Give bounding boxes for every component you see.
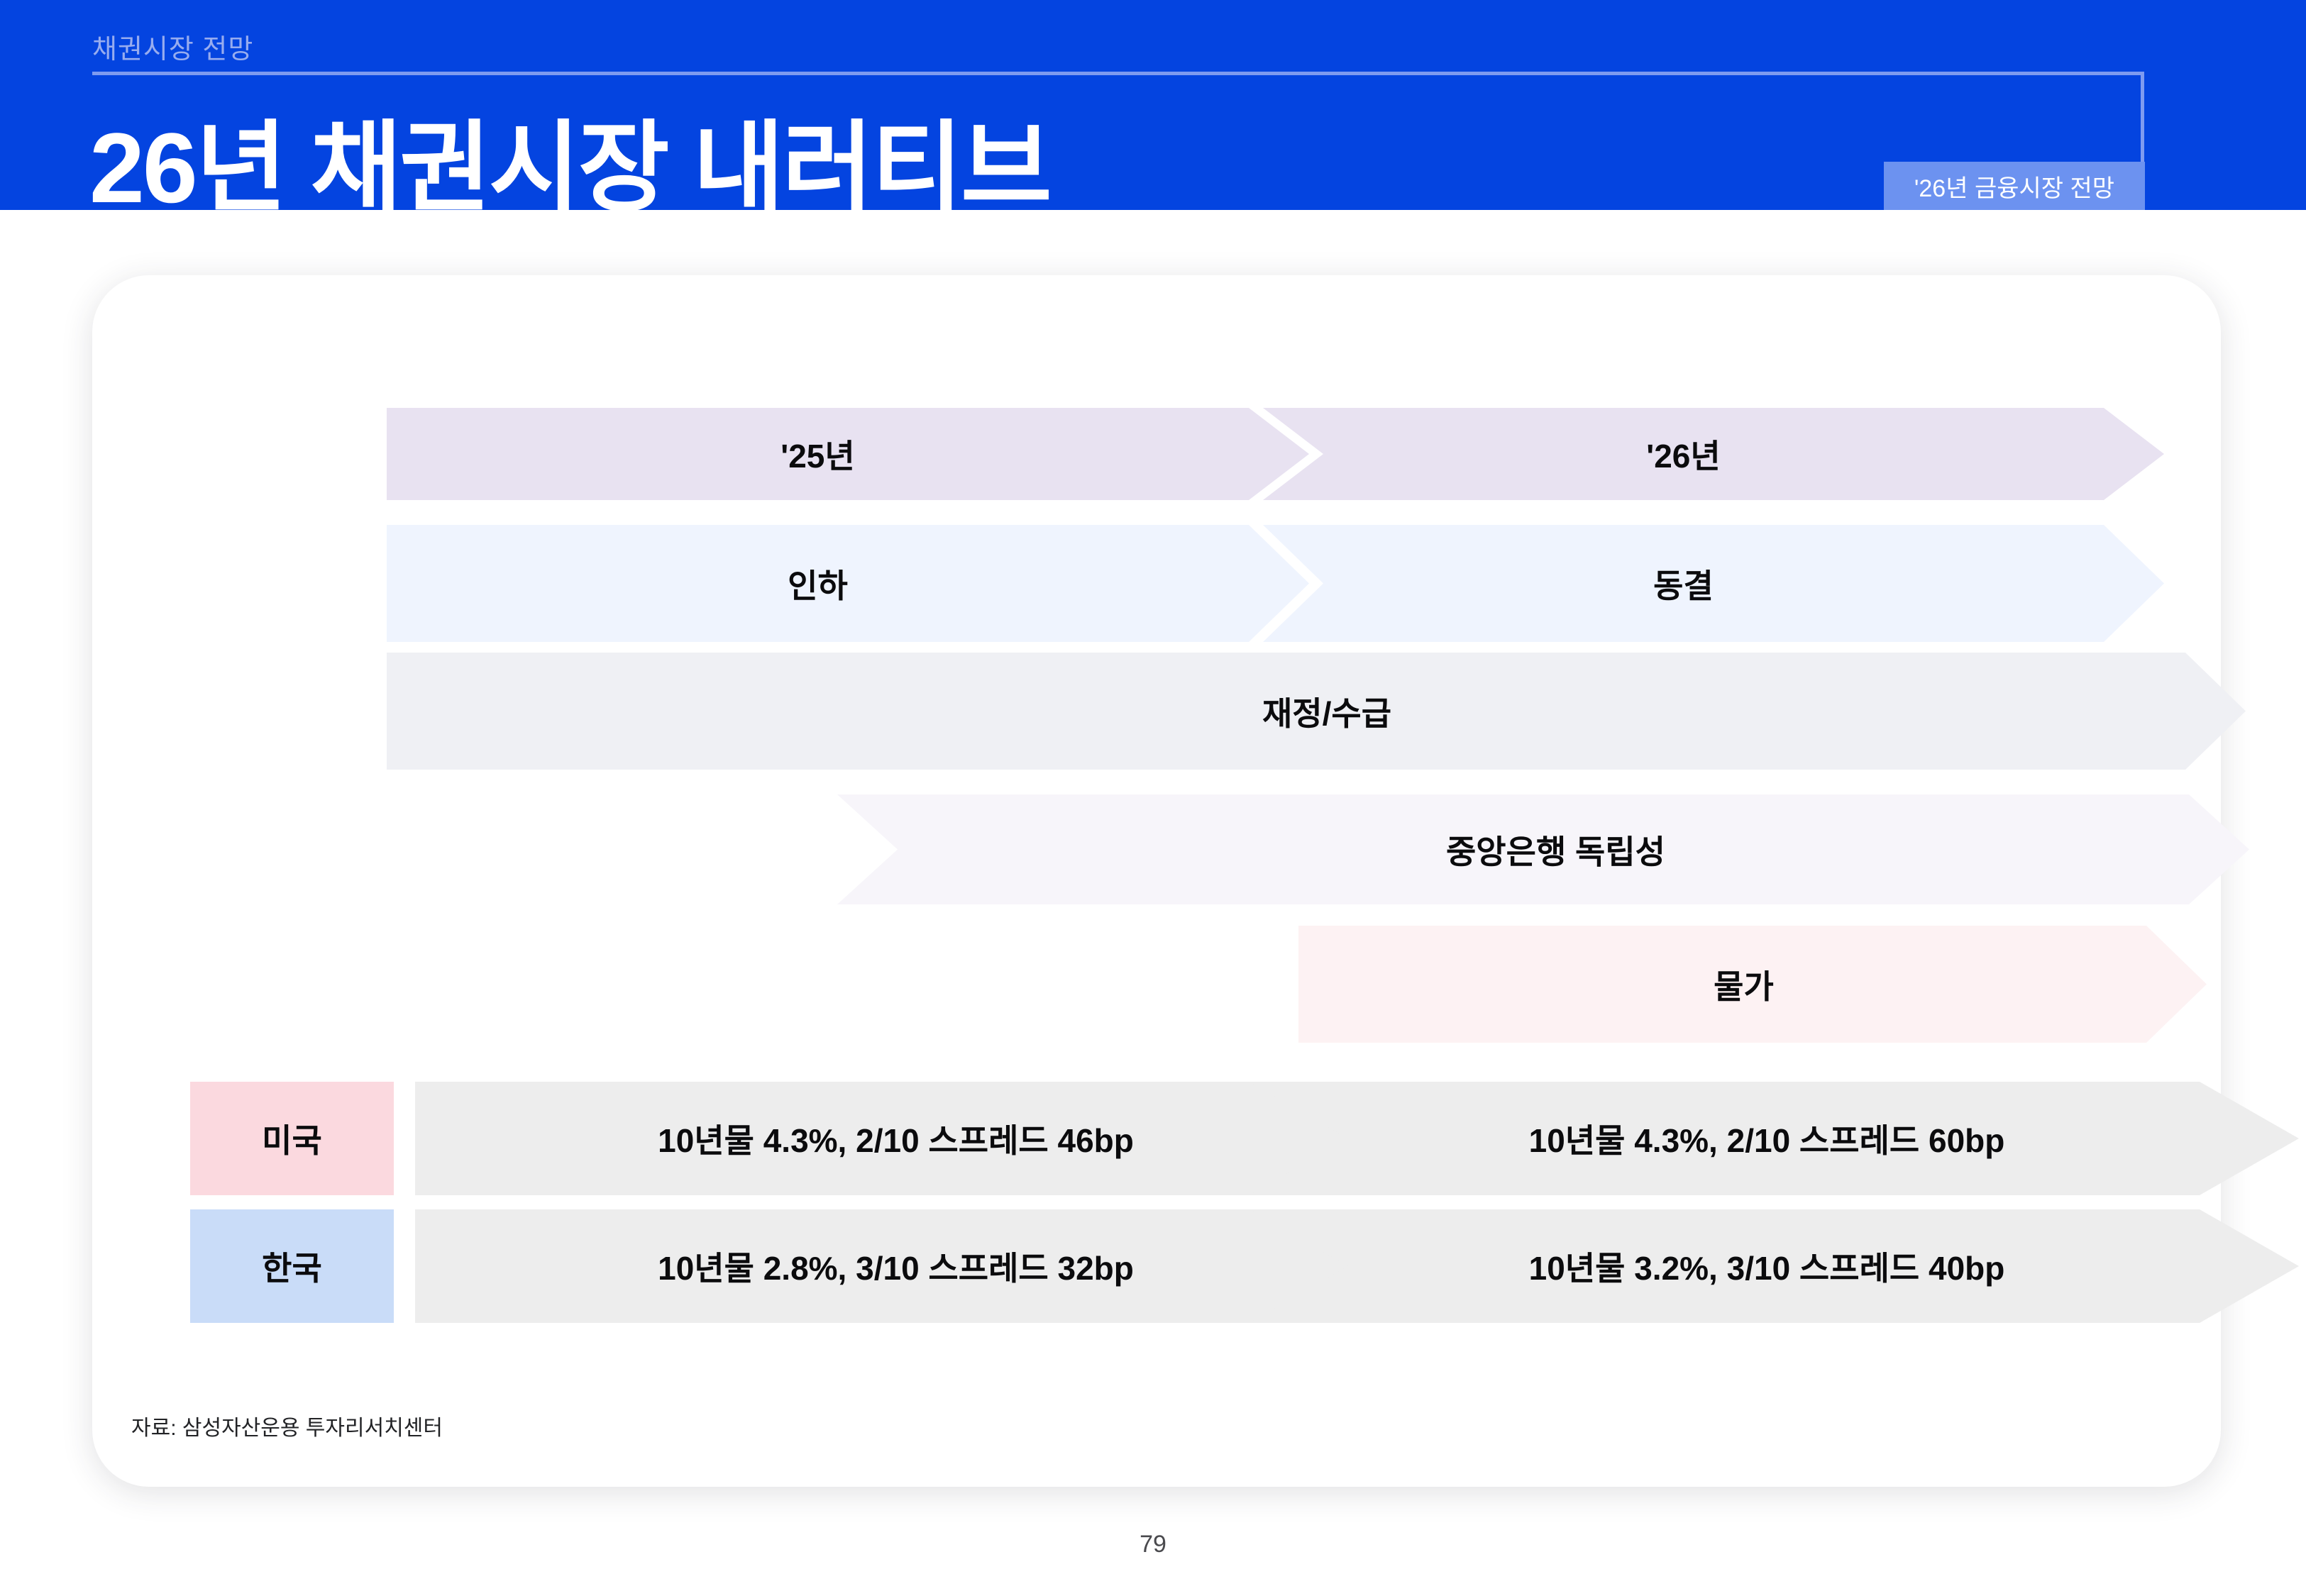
kr-2025-arrow: 10년물 2.8%, 3/10 스프레드 32bp xyxy=(415,1209,1447,1323)
arrow-fiscal-supply-label: 재정/수급 xyxy=(1262,694,1392,732)
section-eyebrow: 채권시장 전망 xyxy=(92,35,254,65)
kr-2026-value: 10년물 3.2%, 3/10 스프레드 40bp xyxy=(1528,1250,2005,1287)
content-card: '25년 '26년 인하 동결 재정/수급 중앙은행 독립성 물가 미국 10년… xyxy=(92,275,2221,1487)
us-label: 미국 xyxy=(190,1082,394,1195)
arrow-fiscal-supply: 재정/수급 xyxy=(387,653,2246,770)
arrow-rate-cut-label: 인하 xyxy=(788,567,848,604)
arrow-year-2026-label: '26년 xyxy=(1646,438,1721,475)
arrow-rate-cut: 인하 xyxy=(387,525,1309,642)
us-2025-value: 10년물 4.3%, 2/10 스프레드 46bp xyxy=(658,1122,1134,1159)
arrow-inflation: 물가 xyxy=(1298,926,2207,1043)
page-number: 79 xyxy=(1140,1531,1166,1558)
arrow-year-2025-label: '25년 xyxy=(780,438,855,475)
kr-label: 한국 xyxy=(190,1209,394,1323)
arrow-central-bank-independence-label: 중앙은행 독립성 xyxy=(1445,833,1666,870)
kr-label-text: 한국 xyxy=(262,1250,322,1287)
page-title: 26년 채권시장 내러티브 xyxy=(89,112,1052,223)
arrow-inflation-label: 물가 xyxy=(1714,968,1774,1005)
arrow-year-2026: '26년 xyxy=(1263,408,2164,500)
header-rule-connector xyxy=(2141,72,2144,162)
us-2025-arrow: 10년물 4.3%, 2/10 스프레드 46bp xyxy=(415,1082,1447,1195)
header-band: 채권시장 전망 26년 채권시장 내러티브 '26년 금융시장 전망 xyxy=(0,0,2306,223)
us-label-text: 미국 xyxy=(262,1122,322,1159)
arrow-year-2025: '25년 xyxy=(387,408,1309,500)
kr-2026-arrow: 10년물 3.2%, 3/10 스프레드 40bp xyxy=(1249,1209,2299,1323)
us-2026-value: 10년물 4.3%, 2/10 스프레드 60bp xyxy=(1528,1122,2005,1159)
kr-2025-value: 10년물 2.8%, 3/10 스프레드 32bp xyxy=(658,1250,1134,1287)
us-2026-arrow: 10년물 4.3%, 2/10 스프레드 60bp xyxy=(1249,1082,2299,1195)
source-note: 자료: 삼성자산운용 투자리서치센터 xyxy=(131,1417,443,1440)
arrow-rate-freeze: 동결 xyxy=(1263,525,2164,642)
arrow-rate-freeze-label: 동결 xyxy=(1653,567,1714,604)
outlook-badge: '26년 금융시장 전망 xyxy=(1884,162,2145,210)
header-rule-line xyxy=(92,72,2144,75)
arrow-central-bank-independence: 중앙은행 독립성 xyxy=(837,794,2249,904)
